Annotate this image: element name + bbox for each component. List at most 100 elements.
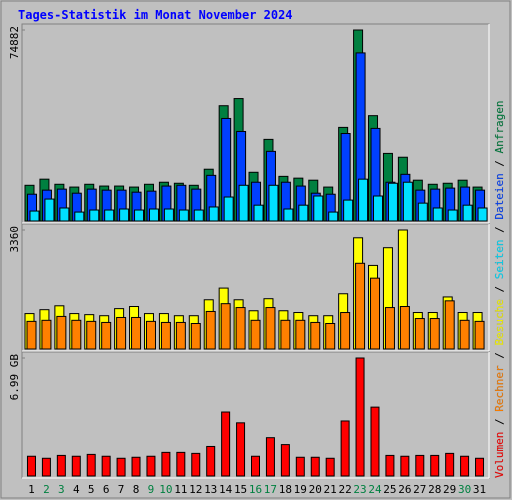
bar: [74, 211, 85, 222]
bar: [236, 422, 246, 477]
bar: [193, 209, 204, 222]
bar: [358, 178, 369, 222]
bar: [265, 437, 275, 477]
x-tick-label: 10: [159, 483, 172, 496]
bar: [44, 198, 55, 222]
bar: [146, 455, 156, 477]
bar: [328, 211, 339, 222]
bar: [265, 307, 276, 350]
bar: [71, 319, 82, 350]
bar: [235, 307, 246, 350]
bar: [310, 321, 321, 350]
bar: [59, 207, 70, 222]
bar: [250, 319, 261, 350]
bar: [175, 321, 186, 350]
legend-entry: Seiten: [493, 240, 506, 280]
bar: [414, 318, 425, 350]
legend-separator: /: [493, 153, 506, 173]
bar: [178, 209, 189, 222]
x-tick-label: 2: [43, 483, 50, 496]
bar: [101, 455, 111, 477]
x-tick-label: 24: [368, 483, 382, 496]
x-tick-label: 28: [428, 483, 441, 496]
bar: [119, 208, 130, 222]
x-tick-label: 18: [279, 483, 292, 496]
bar: [221, 411, 231, 477]
bar: [131, 456, 141, 477]
bar: [400, 455, 410, 477]
x-tick-label: 16: [249, 483, 262, 496]
bar: [373, 195, 384, 222]
bar: [160, 321, 171, 350]
bar: [71, 455, 81, 477]
bar: [86, 453, 96, 477]
bar: [343, 199, 354, 222]
bar: [89, 209, 100, 222]
x-tick-label: 19: [294, 483, 307, 496]
legend-separator: /: [493, 412, 506, 432]
bar: [402, 181, 413, 222]
x-tick-label: 12: [189, 483, 202, 496]
x-tick-label: 5: [88, 483, 95, 496]
bar: [313, 195, 324, 222]
bar: [417, 202, 428, 222]
bar: [206, 445, 216, 477]
bar: [295, 319, 306, 350]
bar: [462, 204, 473, 222]
legend-entry: Rechner: [493, 365, 506, 412]
legend-separator: /: [493, 279, 506, 299]
x-tick-label: 7: [118, 483, 125, 496]
bar: [41, 457, 51, 477]
x-tick-label: 11: [174, 483, 187, 496]
bar: [29, 210, 40, 222]
bar: [298, 204, 309, 222]
x-tick-label: 31: [473, 483, 486, 496]
bar: [340, 420, 350, 477]
x-tick-label: 13: [204, 483, 217, 496]
bar: [429, 318, 440, 350]
bar: [131, 316, 142, 350]
legend-separator: /: [493, 220, 506, 240]
bar: [355, 357, 365, 477]
chart-title: Tages-Statistik im Monat November 2024: [18, 8, 293, 22]
bar: [370, 406, 380, 477]
bar: [161, 451, 171, 477]
bar: [399, 306, 410, 350]
bar: [310, 456, 320, 477]
bar: [460, 455, 470, 477]
bar: [101, 321, 112, 350]
bar: [268, 184, 279, 222]
x-tick-label: 4: [73, 483, 80, 496]
bar: [445, 452, 455, 477]
x-tick-label: 22: [338, 483, 351, 496]
bar: [280, 319, 291, 350]
x-tick-label: 8: [133, 483, 140, 496]
bar: [145, 320, 156, 350]
bar: [475, 457, 485, 477]
bar: [26, 320, 37, 350]
bar: [220, 303, 231, 350]
x-tick-label: 21: [324, 483, 337, 496]
x-tick-label: 30: [458, 483, 471, 496]
legend: Volumen / Rechner / Besuche / Seiten / D…: [493, 100, 506, 478]
bar: [444, 300, 455, 350]
legend-entry: Dateien: [493, 173, 506, 219]
bar: [251, 455, 260, 477]
x-tick-label: 14: [219, 483, 233, 496]
legend-entry: Besuche: [493, 299, 506, 345]
bar: [474, 320, 485, 350]
x-tick-label: 1: [28, 483, 35, 496]
bar: [116, 457, 126, 477]
bar: [191, 452, 201, 477]
x-tick-label: 27: [413, 483, 426, 496]
bar: [385, 454, 395, 477]
x-tick-label: 17: [264, 483, 277, 496]
bar: [190, 323, 201, 350]
bar: [148, 208, 159, 222]
bar: [325, 457, 335, 477]
bar: [387, 182, 398, 222]
bar: [56, 315, 67, 350]
bar: [280, 444, 290, 477]
x-tick-label: 9: [148, 483, 155, 496]
y-tick-label: 6.99 GB: [8, 354, 21, 401]
